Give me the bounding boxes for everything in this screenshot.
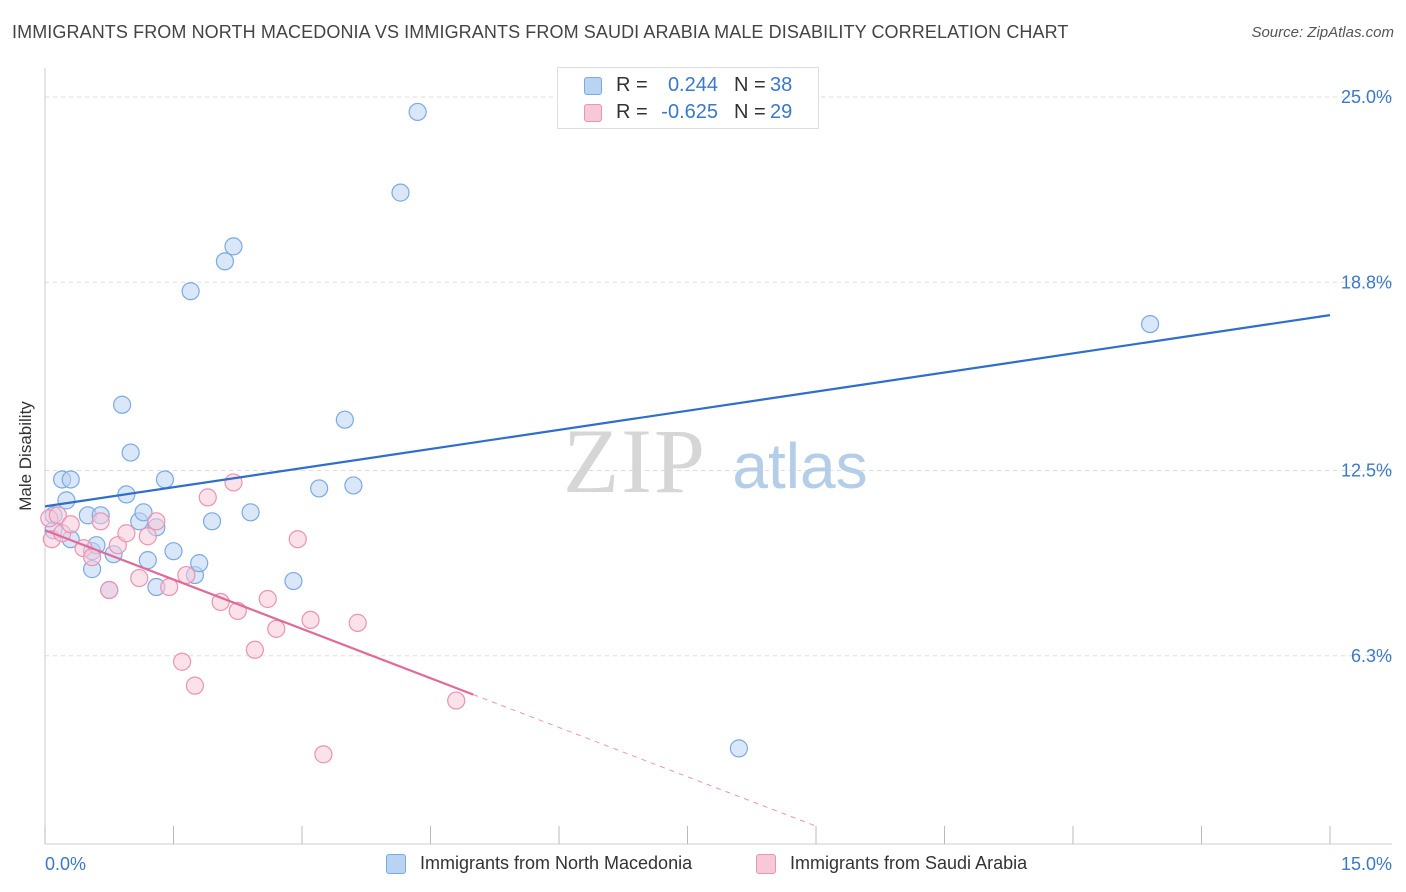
y-tick-label: 25.0% — [1341, 87, 1392, 107]
saudi-arabia-trend-line — [44, 529, 474, 696]
saudi-arabia-point — [177, 565, 196, 585]
y-tick-label: 18.8% — [1341, 272, 1392, 292]
r-value: 0.244 — [667, 74, 718, 96]
source-credit: Source: ZipAtlas.com — [1251, 24, 1394, 41]
saudi-arabia-point — [245, 640, 264, 659]
north-macedonia-point — [1140, 314, 1160, 334]
saudi-arabia-point — [130, 568, 149, 588]
saudi-arabia-point — [288, 530, 307, 549]
saudi-arabia-point — [147, 512, 166, 531]
saudi-arabia-point — [301, 610, 320, 630]
north-macedonia-point — [164, 542, 183, 561]
north-macedonia-point — [155, 470, 175, 489]
saudi-arabia-point — [138, 527, 157, 546]
north-macedonia-point — [284, 571, 303, 591]
saudi-arabia-point — [447, 691, 466, 710]
r-label: R = — [616, 74, 648, 96]
r-label: R = — [616, 101, 648, 123]
watermark-zip: ZIP — [563, 410, 707, 512]
y-tick-label: 6.3% — [1351, 646, 1392, 666]
north-macedonia-trend-line — [44, 314, 1331, 508]
north-macedonia-point — [112, 395, 132, 414]
north-macedonia-point — [241, 503, 260, 522]
n-value: 38 — [770, 74, 793, 96]
saudi-arabia-point — [185, 676, 205, 695]
trend-layer — [44, 314, 1331, 827]
r-value: -0.625 — [661, 101, 718, 123]
axes — [44, 68, 1392, 845]
n-value: 29 — [770, 101, 793, 123]
north-macedonia-point — [391, 183, 410, 202]
saudi-arabia-point — [100, 580, 119, 600]
saudi-arabia-point — [267, 619, 286, 638]
saudi-arabia-point — [314, 745, 333, 764]
north-macedonia-point — [138, 551, 157, 570]
north-macedonia-point — [181, 282, 200, 301]
north-macedonia-point — [215, 252, 234, 271]
series-swatch — [584, 77, 602, 95]
north-macedonia-point — [134, 503, 153, 522]
watermark-atlas: atlas — [732, 430, 867, 502]
north-macedonia-point — [121, 443, 140, 462]
y-tick-label: 12.5% — [1341, 461, 1392, 481]
points-layer — [40, 102, 1160, 764]
north-macedonia-point — [224, 237, 243, 256]
north-macedonia-point — [310, 479, 329, 498]
saudi-arabia-point — [61, 515, 80, 534]
legend-swatch — [756, 854, 776, 874]
grid-layer — [45, 96, 1392, 657]
legend-label: Immigrants from North Macedonia — [420, 853, 693, 873]
x-tick-label: 15.0% — [1341, 854, 1392, 874]
saudi-arabia-point — [172, 652, 192, 671]
north-macedonia-point — [344, 476, 363, 495]
north-macedonia-point — [729, 739, 749, 758]
saudi-arabia-point — [117, 524, 136, 543]
saudi-arabia-trend-extension — [473, 694, 817, 827]
n-label: N = — [734, 101, 766, 123]
saudi-arabia-point — [91, 512, 110, 531]
chart-title: IMMIGRANTS FROM NORTH MACEDONIA VS IMMIG… — [12, 22, 1069, 42]
legend-swatch — [386, 854, 406, 874]
north-macedonia-point — [57, 491, 76, 510]
saudi-arabia-point — [198, 488, 217, 507]
series-swatch — [584, 104, 602, 122]
tick-labels: 6.3% 12.5% 18.8% 25.0% 0.0% 15.0% — [45, 87, 1392, 874]
stats-legend: R = 0.244 N = 38 R = -0.625 N = 29 — [557, 67, 819, 129]
legend-label: Immigrants from Saudi Arabia — [790, 853, 1028, 873]
n-label: N = — [734, 74, 766, 96]
north-macedonia-point — [335, 410, 354, 429]
x-tick-label: 0.0% — [45, 854, 86, 874]
north-macedonia-point — [408, 102, 427, 122]
saudi-arabia-point — [48, 506, 67, 525]
north-macedonia-point — [61, 470, 80, 489]
watermark: ZIP atlas — [563, 410, 868, 512]
north-macedonia-point — [202, 512, 222, 531]
saudi-arabia-point — [258, 589, 277, 609]
series-legend: Immigrants from North Macedonia Immigran… — [0, 850, 1406, 880]
saudi-arabia-point — [348, 613, 367, 632]
north-macedonia-point — [190, 554, 209, 573]
